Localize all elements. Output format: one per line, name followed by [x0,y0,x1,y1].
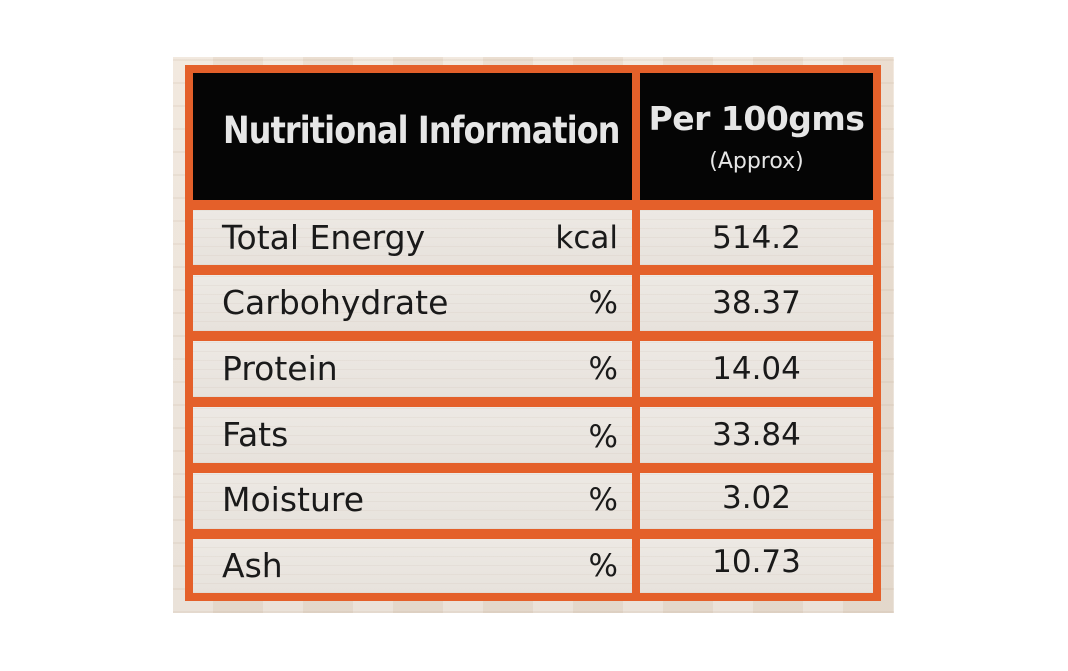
nutrient-unit: % [588,419,618,455]
nutrition-table: Nutritional Information Per 100gms (Appr… [185,65,881,601]
nutrient-name: Ash [222,546,283,585]
nutrient-name: Protein [222,349,338,388]
nutrient-unit: % [588,548,618,584]
nutrient-value: 33.84 [712,417,801,453]
nutrient-name-cell: Total Energy kcal [193,210,632,265]
nutrient-name: Fats [222,415,289,454]
nutrient-name-cell: Ash % [193,539,632,593]
nutrition-table-title: Nutritional Information [223,109,620,152]
nutrient-name-cell: Fats % [193,407,632,463]
nutrient-value-cell: 33.84 [640,407,873,463]
nutrient-unit: kcal [555,220,618,256]
nutrient-unit: % [588,351,618,387]
nutrient-value: 514.2 [712,220,801,256]
nutrition-header-title-cell: Nutritional Information [193,73,632,200]
approx-label: (Approx) [709,149,804,174]
nutrient-name: Moisture [222,480,365,519]
nutrient-name: Carbohydrate [222,283,449,322]
nutrient-name-cell: Protein % [193,341,632,397]
nutrient-name: Total Energy [222,218,426,257]
nutrient-value-cell: 38.37 [640,275,873,331]
nutrient-name-cell: Moisture % [193,473,632,529]
nutrient-value: 3.02 [721,480,792,516]
per-100gms-label: Per 100gms [648,99,865,138]
nutrient-value-cell: 10.73 [640,539,873,593]
nutrient-unit: % [588,285,618,321]
nutrient-unit: % [588,482,618,518]
nutrient-value: 10.73 [712,544,801,580]
nutrient-value-cell: 14.04 [640,341,873,397]
nutrient-value-cell: 3.02 [640,473,873,529]
nutrient-value: 38.37 [712,285,801,321]
nutrient-value-cell: 514.2 [640,210,873,265]
nutrient-value: 14.04 [712,351,801,387]
nutrient-name-cell: Carbohydrate % [193,275,632,331]
nutrition-header-per-cell: Per 100gms (Approx) [640,73,873,200]
